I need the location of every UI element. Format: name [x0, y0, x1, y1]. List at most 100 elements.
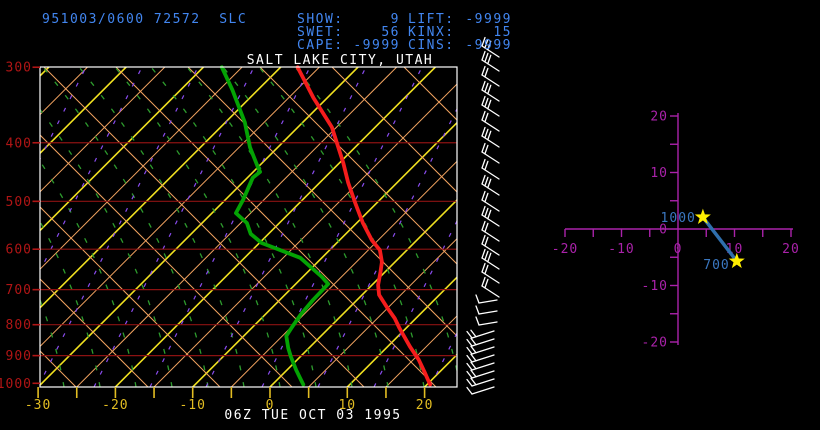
- mixing-ratio-line: [373, 219, 457, 387]
- wind-barb: [475, 305, 498, 315]
- isotherm-line: [40, 67, 282, 309]
- hodograph-x-tick-label: -20: [552, 242, 578, 257]
- hodograph-y-tick-label: 20: [650, 110, 668, 125]
- moist-adiabat-line: [40, 160, 137, 387]
- temperature-profile-line: [295, 65, 433, 387]
- pressure-tick-label: 400: [6, 136, 32, 151]
- wind-barb: [466, 345, 495, 355]
- wind-barb: [466, 386, 495, 395]
- pressure-tick-label: 700: [6, 283, 32, 298]
- index-cape-value: -9999: [353, 38, 400, 53]
- index-cape-label: CAPE:: [297, 38, 344, 53]
- wind-barb: [481, 36, 500, 58]
- mixing-ratio-line: [149, 67, 311, 387]
- temp-tick-label: 0: [266, 398, 275, 413]
- isotherm-line: [463, 67, 783, 387]
- hodograph-y-tick-label: 10: [650, 166, 668, 181]
- moist-adiabat-line: [42, 67, 209, 387]
- isotherm-line: [385, 315, 457, 387]
- date-label: 06Z TUE OCT 03 1995: [224, 408, 402, 423]
- wind-barb: [466, 329, 495, 339]
- wind-barb: [481, 50, 500, 72]
- wind-barb: [481, 142, 500, 164]
- chart-title: SALT LAKE CITY, UTAH: [246, 53, 434, 68]
- mixing-ratio-line: [429, 331, 457, 387]
- station-id-text: 951003/0600 72572 SLC: [42, 12, 248, 27]
- pressure-tick-label: 500: [6, 195, 32, 210]
- dry-adiabat-line: [187, 67, 457, 337]
- dry-adiabat-line: [403, 67, 457, 121]
- isotherm-line: [40, 67, 243, 270]
- index-swet-label: SWET:: [297, 25, 344, 40]
- dry-adiabat-line: [40, 278, 149, 387]
- skewt-grid: [0, 67, 796, 387]
- dry-adiabat-line: [40, 206, 221, 387]
- isotherm-line: [308, 237, 457, 387]
- isotherm-line: [40, 67, 127, 155]
- pressure-tick-label: 1000: [0, 377, 32, 392]
- pressure-tick-label: 300: [6, 61, 32, 76]
- wind-barb: [481, 95, 500, 117]
- index-cins-label: CINS:: [408, 38, 455, 53]
- hodograph-level-star: [694, 208, 711, 224]
- index-cins-value: -9999: [465, 38, 512, 53]
- index-lift-value: -9999: [465, 12, 512, 27]
- isotherm-line: [40, 67, 205, 232]
- index-kinx-label: KINX:: [408, 25, 455, 40]
- hodograph-x-tick-label: 0: [674, 242, 683, 257]
- mixing-ratio-line: [317, 107, 457, 387]
- dry-adiabat-line: [115, 67, 437, 387]
- pressure-tick-label: 800: [6, 318, 32, 333]
- isotherm-line: [40, 67, 320, 348]
- wind-barb: [481, 234, 500, 256]
- isotherm-line: [40, 67, 166, 193]
- isotherm-line: [0, 67, 10, 387]
- mixing-ratio-line: [93, 67, 255, 387]
- pressure-tick-label: 600: [6, 243, 32, 258]
- moist-adiabat-line: [40, 108, 173, 387]
- moist-adiabat-line: [258, 67, 425, 387]
- isotherm-line: [153, 83, 457, 387]
- index-show-value: 9: [390, 12, 400, 27]
- index-lift-label: LIFT:: [408, 12, 455, 27]
- isotherm-line: [76, 67, 398, 387]
- dry-adiabat-line: [259, 67, 457, 265]
- wind-barb: [466, 361, 495, 371]
- skewt-axes: 300 400 500 600 700 800 900 1000 -30 -20 -10 0 10 20: [0, 61, 434, 413]
- hodograph-x-tick-label: 20: [782, 242, 800, 257]
- wind-barb: [466, 337, 495, 347]
- index-swet-value: 56: [381, 25, 400, 40]
- wind-barb: [481, 248, 500, 270]
- dry-adiabat-line: [331, 67, 457, 193]
- mixing-ratio-line: [205, 67, 367, 387]
- wind-barb: [475, 316, 498, 326]
- wind-barb: [481, 158, 500, 180]
- wind-barb: [481, 205, 500, 227]
- dry-adiabat-line: [40, 350, 77, 387]
- wind-barb: [466, 353, 495, 363]
- isotherm-line: [40, 67, 359, 387]
- isotherm-line: [40, 67, 50, 78]
- wind-barb: [481, 80, 500, 102]
- wind-barb: [466, 369, 495, 379]
- wind-barb: [481, 65, 500, 87]
- moist-adiabat-line: [78, 67, 245, 387]
- isotherm-line: [346, 276, 457, 387]
- wind-barb: [481, 276, 500, 298]
- hodograph-level-label: 1000: [661, 211, 696, 226]
- wind-barb: [481, 110, 500, 132]
- pressure-tick-label: 900: [6, 349, 32, 364]
- wind-barb: [481, 262, 500, 284]
- dewpoint-profile-line: [219, 65, 331, 387]
- wind-barb: [481, 220, 500, 242]
- dry-adiabat-line: [476, 67, 796, 387]
- moist-adiabat-line: [294, 67, 457, 375]
- plot-frame: [39, 66, 458, 388]
- hodograph-x-tick-label: -10: [608, 242, 634, 257]
- isotherm-line: [269, 198, 457, 387]
- temp-tick-label: 20: [416, 398, 434, 413]
- hodograph-y-tick-label: -20: [642, 336, 668, 351]
